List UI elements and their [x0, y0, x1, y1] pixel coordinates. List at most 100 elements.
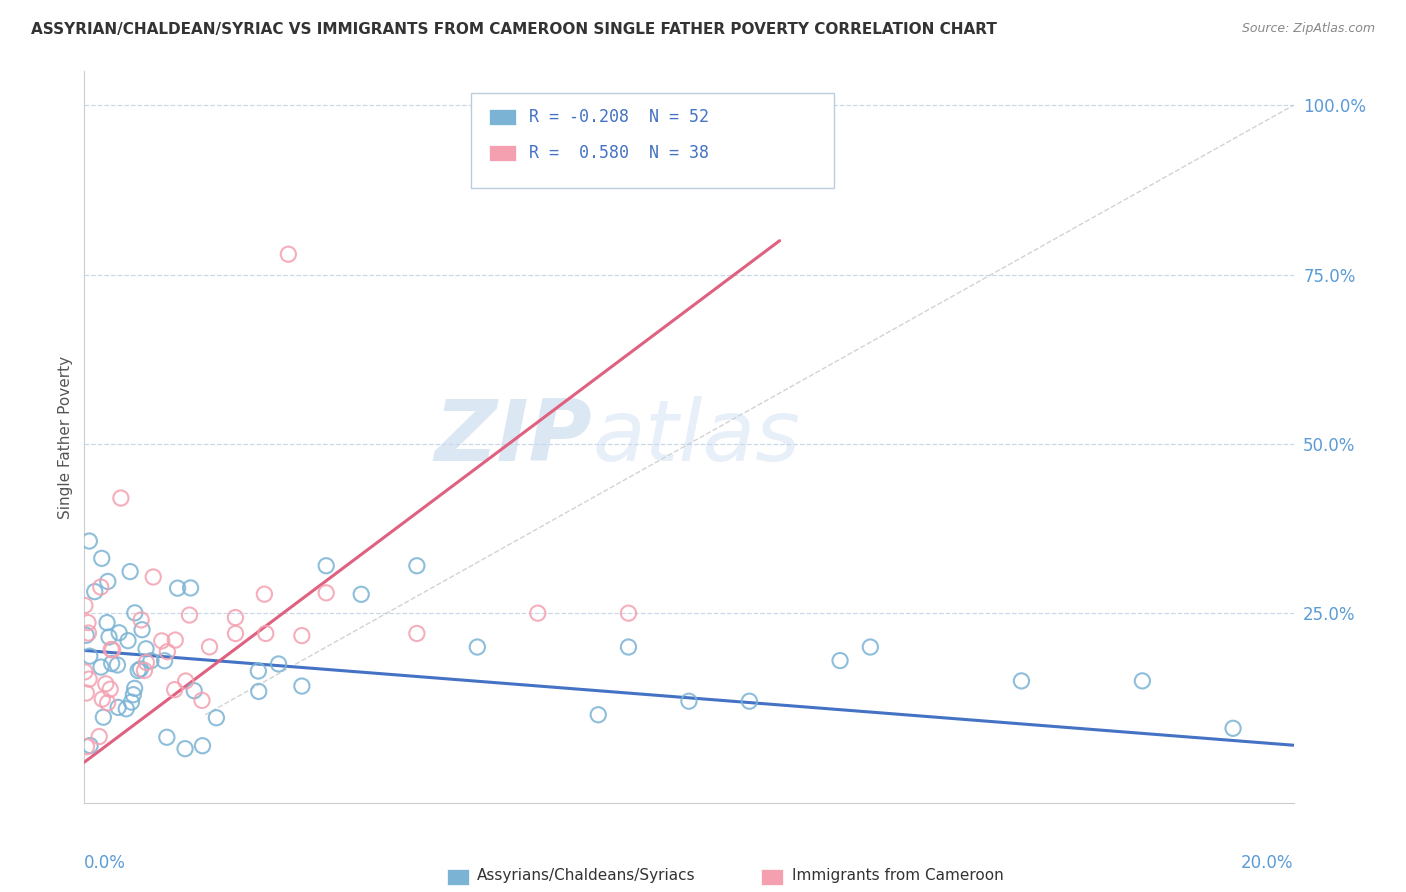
Point — [127, 664, 149, 678]
Point — [77, 615, 100, 630]
Text: atlas: atlas — [592, 395, 800, 479]
Point — [153, 654, 176, 668]
Point — [77, 672, 100, 686]
Text: ZIP: ZIP — [434, 395, 592, 479]
Point — [97, 574, 120, 589]
Point — [129, 613, 152, 627]
Point — [191, 739, 214, 753]
Point — [122, 688, 145, 702]
Text: R =  0.580  N = 38: R = 0.580 N = 38 — [529, 145, 710, 162]
Point — [117, 633, 139, 648]
Point — [135, 641, 157, 656]
Point — [90, 660, 112, 674]
Point — [198, 640, 221, 654]
Point — [91, 692, 114, 706]
Point — [406, 626, 429, 640]
Point — [98, 630, 121, 644]
Point — [617, 640, 640, 654]
Point — [163, 682, 186, 697]
Point — [191, 693, 214, 707]
Point — [76, 739, 98, 754]
Point — [115, 702, 138, 716]
Point — [107, 700, 129, 714]
Point — [156, 645, 179, 659]
Text: 0.0%: 0.0% — [84, 854, 127, 872]
Point — [350, 587, 373, 601]
Point — [183, 683, 205, 698]
Point — [467, 640, 489, 654]
Text: Immigrants from Cameroon: Immigrants from Cameroon — [792, 869, 1004, 883]
FancyBboxPatch shape — [489, 109, 516, 125]
Point — [93, 710, 115, 724]
Point — [83, 584, 105, 599]
Point — [77, 626, 100, 640]
Point — [73, 599, 96, 613]
Point — [1130, 673, 1153, 688]
Point — [108, 625, 131, 640]
Point — [90, 551, 112, 566]
Point — [617, 606, 640, 620]
Point — [678, 694, 700, 708]
Point — [205, 711, 228, 725]
Text: Assyrians/Chaldeans/Syriacs: Assyrians/Chaldeans/Syriacs — [478, 869, 696, 883]
Point — [527, 606, 550, 620]
Point — [79, 534, 101, 549]
Point — [98, 682, 121, 697]
Point — [830, 654, 852, 668]
Point — [134, 664, 156, 678]
Y-axis label: Single Father Poverty: Single Father Poverty — [58, 356, 73, 518]
Point — [139, 654, 162, 668]
Point — [79, 739, 101, 753]
Point — [135, 656, 157, 670]
Point — [73, 665, 96, 679]
Point — [291, 679, 314, 693]
Point — [79, 649, 101, 664]
Point — [124, 606, 146, 620]
Point — [315, 586, 337, 600]
Point — [179, 608, 201, 623]
Point — [180, 581, 202, 595]
Point — [156, 731, 179, 745]
Point — [120, 565, 142, 579]
Point — [277, 247, 299, 261]
Point — [588, 707, 610, 722]
Point — [165, 633, 187, 648]
Text: ASSYRIAN/CHALDEAN/SYRIAC VS IMMIGRANTS FROM CAMEROON SINGLE FATHER POVERTY CORRE: ASSYRIAN/CHALDEAN/SYRIAC VS IMMIGRANTS F… — [31, 22, 997, 37]
Point — [131, 623, 153, 637]
Point — [100, 642, 122, 657]
Point — [75, 686, 97, 700]
Point — [107, 657, 129, 672]
Point — [315, 558, 337, 573]
Point — [100, 657, 122, 671]
Point — [174, 673, 197, 688]
Point — [150, 633, 173, 648]
Text: R = -0.208  N = 52: R = -0.208 N = 52 — [529, 108, 710, 126]
Point — [75, 628, 97, 642]
Point — [90, 580, 112, 594]
Point — [120, 695, 142, 709]
Text: Source: ZipAtlas.com: Source: ZipAtlas.com — [1241, 22, 1375, 36]
Point — [247, 684, 270, 698]
Point — [166, 581, 188, 595]
Point — [406, 558, 429, 573]
FancyBboxPatch shape — [489, 145, 516, 161]
FancyBboxPatch shape — [471, 94, 834, 188]
Point — [110, 491, 132, 505]
Point — [267, 657, 290, 671]
Point — [859, 640, 882, 654]
FancyBboxPatch shape — [447, 869, 468, 885]
Point — [253, 587, 276, 601]
Point — [1222, 721, 1244, 735]
Text: 20.0%: 20.0% — [1241, 854, 1294, 872]
Point — [225, 626, 247, 640]
Point — [142, 570, 165, 584]
FancyBboxPatch shape — [762, 869, 783, 885]
Point — [738, 694, 761, 708]
Point — [254, 626, 277, 640]
Point — [291, 629, 314, 643]
Point — [94, 677, 117, 691]
Point — [247, 664, 270, 678]
Point — [89, 730, 111, 744]
Point — [174, 741, 197, 756]
Point — [224, 610, 246, 624]
